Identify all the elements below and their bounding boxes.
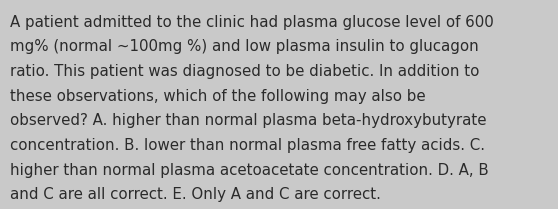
Text: A patient admitted to the clinic had plasma glucose level of 600: A patient admitted to the clinic had pla… — [10, 15, 494, 30]
Text: mg% (normal ~100mg %) and low plasma insulin to glucagon: mg% (normal ~100mg %) and low plasma ins… — [10, 39, 479, 54]
Text: higher than normal plasma acetoacetate concentration. D. A, B: higher than normal plasma acetoacetate c… — [10, 163, 489, 178]
Text: these observations, which of the following may also be: these observations, which of the followi… — [10, 89, 426, 104]
Text: concentration. B. lower than normal plasma free fatty acids. C.: concentration. B. lower than normal plas… — [10, 138, 485, 153]
Text: ratio. This patient was diagnosed to be diabetic. In addition to: ratio. This patient was diagnosed to be … — [10, 64, 479, 79]
Text: and C are all correct. E. Only A and C are correct.: and C are all correct. E. Only A and C a… — [10, 187, 381, 202]
Text: observed? A. higher than normal plasma beta-hydroxybutyrate: observed? A. higher than normal plasma b… — [10, 113, 487, 128]
